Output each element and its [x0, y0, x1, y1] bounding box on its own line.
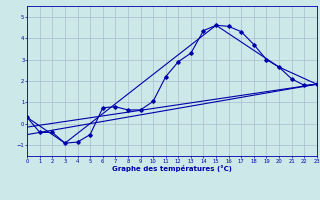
- X-axis label: Graphe des températures (°C): Graphe des températures (°C): [112, 165, 232, 172]
